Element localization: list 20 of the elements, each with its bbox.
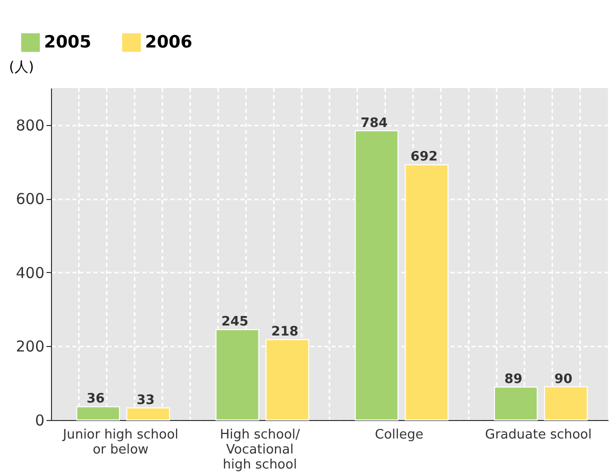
y-tick-label: 400	[16, 264, 44, 282]
y-axis-title: (人)	[9, 60, 34, 76]
x-tick-label: Graduate school	[485, 428, 592, 442]
data-label: 89	[504, 372, 522, 388]
data-label: 33	[136, 392, 155, 408]
legend-label: 2006	[145, 32, 192, 53]
data-label: 36	[86, 392, 105, 407]
y-tick-label: 600	[16, 190, 44, 208]
legend-label: 2005	[44, 32, 92, 53]
data-label: 245	[221, 314, 248, 330]
data-label: 692	[410, 150, 438, 165]
data-label: 90	[554, 372, 572, 387]
data-label: 784	[360, 116, 388, 131]
y-tick-label: 0	[34, 412, 44, 430]
x-tick-label: College	[374, 428, 424, 442]
y-tick-label: 800	[16, 116, 44, 134]
y-tick-label: 200	[16, 338, 44, 356]
data-label: 218	[271, 324, 298, 340]
x-tick-label: Junior high school or below	[62, 428, 178, 458]
x-tick-label: High school/ Vocational high school	[220, 428, 301, 472]
